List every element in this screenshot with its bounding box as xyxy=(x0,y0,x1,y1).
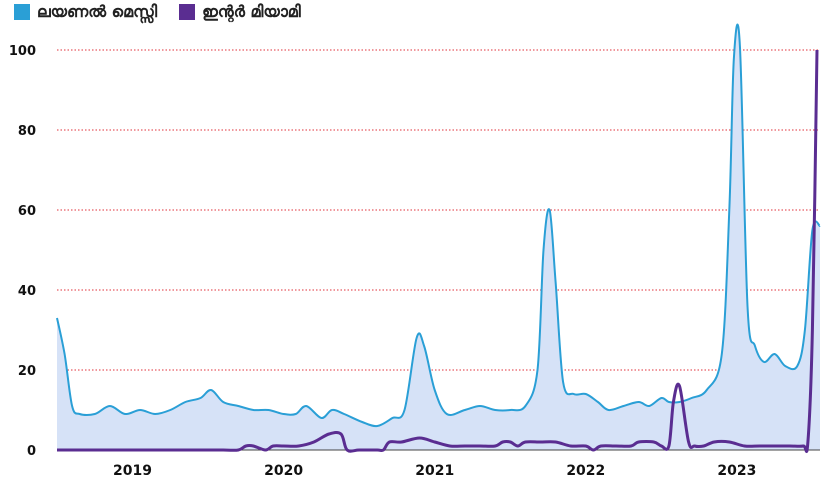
x-tick-label-2023: 2023 xyxy=(717,463,756,479)
legend-item-messi[interactable]: ലയണൽ മെസ്സി xyxy=(14,2,157,22)
x-tick-label-2020: 2020 xyxy=(264,463,303,479)
series-line-messi xyxy=(56,23,821,428)
legend-label-messi: ലയണൽ മെസ്സി xyxy=(37,2,158,21)
y-tick-label-60: 60 xyxy=(18,204,36,219)
series-line-inter-miami xyxy=(56,49,819,454)
legend-item-inter-miami[interactable]: ഇന്റർ മിയാമി xyxy=(179,2,301,22)
y-tick-label-100: 100 xyxy=(9,44,36,59)
y-tick-label-80: 80 xyxy=(18,124,36,139)
x-tick-label-2022: 2022 xyxy=(566,463,605,479)
series-area-messi xyxy=(57,24,820,450)
legend-swatch-inter-miami xyxy=(179,4,196,20)
y-tick-label-40: 40 xyxy=(18,284,36,299)
legend-swatch-messi xyxy=(14,4,30,20)
y-tick-label-0: 0 xyxy=(27,444,36,459)
y-tick-label-20: 20 xyxy=(18,364,36,379)
x-tick-label-2021: 2021 xyxy=(415,463,454,479)
legend-label-inter-miami: ഇന്റർ മിയാമി xyxy=(202,2,301,21)
legend: ലയണൽ മെസ്സി ഇന്റർ മിയാമി xyxy=(14,2,315,22)
x-tick-label-2019: 2019 xyxy=(113,463,152,479)
